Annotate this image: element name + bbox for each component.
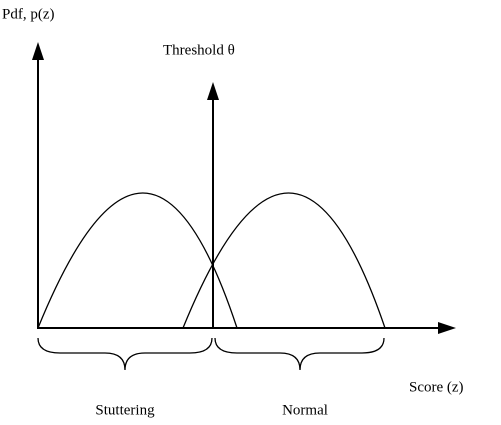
threshold-label: Threshold θ xyxy=(163,42,235,58)
y-axis-label: Pdf, p(z) xyxy=(2,6,55,22)
x-axis-arrow xyxy=(438,322,456,334)
stuttering-curve xyxy=(37,192,238,329)
threshold-arrow xyxy=(207,82,219,100)
normal-curve xyxy=(182,192,386,329)
x-axis-label: Score (z) xyxy=(409,379,464,395)
stuttering-brace xyxy=(37,337,213,371)
y-axis-arrow xyxy=(32,42,44,60)
region-label: Stuttering xyxy=(95,402,155,418)
normal-brace xyxy=(214,337,385,371)
region-label: Normal xyxy=(282,402,328,418)
